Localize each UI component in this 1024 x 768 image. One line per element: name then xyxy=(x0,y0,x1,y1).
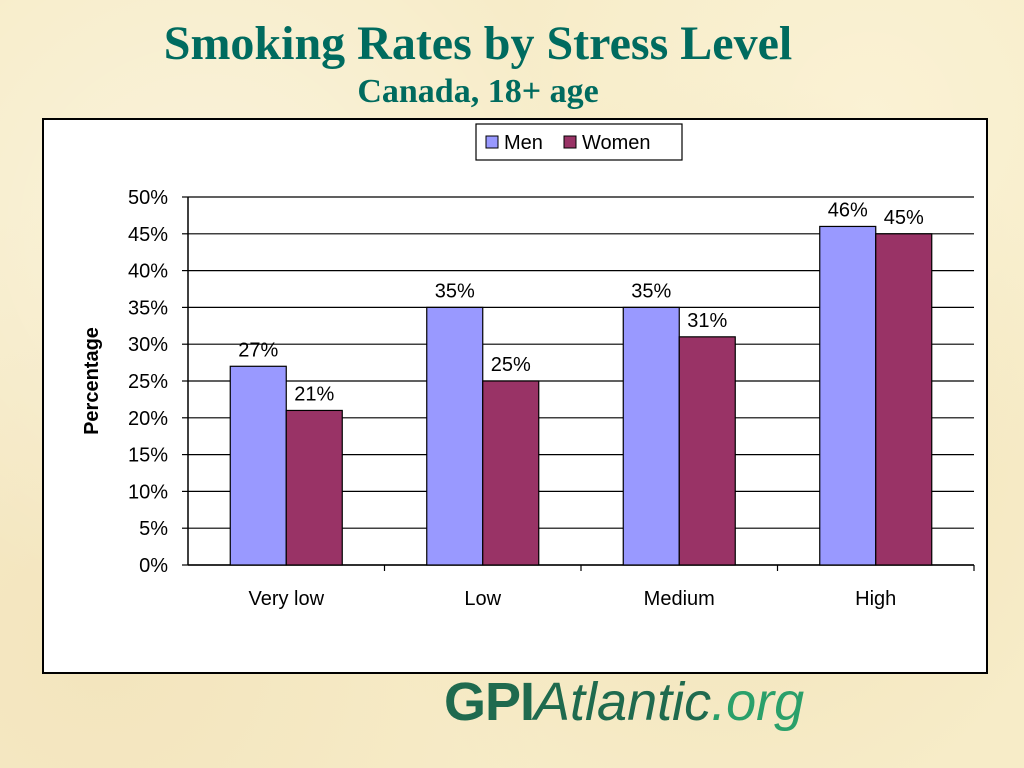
legend-box xyxy=(475,123,683,161)
y-tick-label: 50% xyxy=(128,187,168,209)
bar-women xyxy=(285,409,343,566)
data-label: 35% xyxy=(435,280,475,302)
y-tick-label: 30% xyxy=(128,334,168,356)
data-label: 31% xyxy=(687,310,727,332)
data-label: 21% xyxy=(294,383,334,405)
bar-women xyxy=(875,233,933,566)
x-tick-label: High xyxy=(855,588,896,610)
y-tick-label: 15% xyxy=(128,445,168,467)
bar-men xyxy=(819,225,877,566)
x-tick-label: Low xyxy=(464,588,501,610)
y-tick-label: 25% xyxy=(128,371,168,393)
y-tick-label: 10% xyxy=(128,481,168,503)
legend-label: Women xyxy=(582,132,651,154)
x-tick-label: Very low xyxy=(248,588,324,610)
chart-subtitle: Canada, 18+ age xyxy=(357,73,599,110)
data-label: 46% xyxy=(828,199,868,221)
y-tick-label: 40% xyxy=(128,261,168,283)
bar-men xyxy=(229,365,287,566)
logo-gpi-text: GPI xyxy=(444,672,535,732)
data-label: 45% xyxy=(884,207,924,229)
y-tick-label: 20% xyxy=(128,408,168,430)
bar-women xyxy=(678,336,736,566)
y-tick-label: 5% xyxy=(139,518,168,540)
y-tick-label: 0% xyxy=(139,555,168,577)
bar-men xyxy=(426,306,484,566)
gpi-atlantic-logo: GPIAtlantic.org xyxy=(444,670,804,734)
y-tick-label: 45% xyxy=(128,224,168,246)
logo-org-text: .org xyxy=(711,672,805,732)
logo-atlantic-text: Atlantic xyxy=(534,672,712,732)
chart-frame: 0% 5% 10% 15% 20% 25% 30% 35% 40% 45% 50% Percentag… xyxy=(42,118,988,674)
data-label: 35% xyxy=(631,280,671,302)
legend-label: Men xyxy=(504,132,543,154)
legend-swatch-men xyxy=(485,135,499,149)
x-tick-label: Medium xyxy=(644,588,715,610)
y-tick-label: 35% xyxy=(128,297,168,319)
bar-chart: 0% 5% 10% 15% 20% 25% 30% 35% 40% 45% 50% Percentag… xyxy=(81,123,975,610)
bar-women xyxy=(482,380,540,566)
data-label: 25% xyxy=(491,354,531,376)
data-label: 27% xyxy=(238,339,278,361)
bar-men xyxy=(622,306,680,566)
legend-swatch-women xyxy=(563,135,577,149)
chart-title: Smoking Rates by Stress Level xyxy=(163,17,793,70)
y-axis-label: Percentage xyxy=(81,327,103,435)
